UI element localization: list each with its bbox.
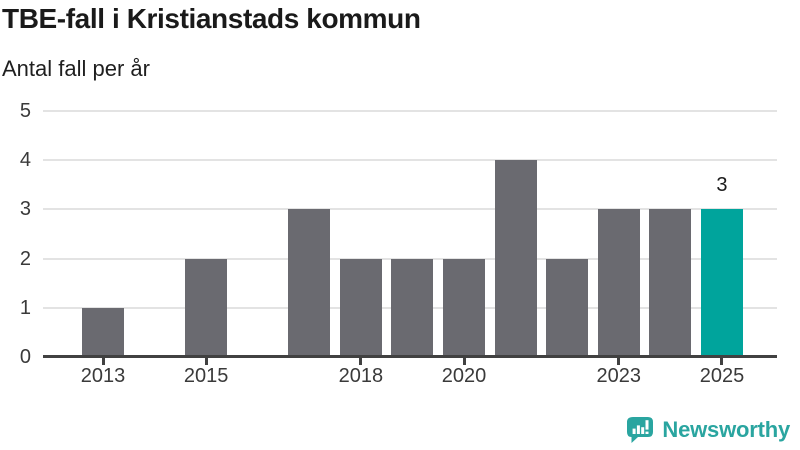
gridline [43, 159, 777, 162]
x-axis-label: 2015 [183, 365, 229, 387]
x-axis-tick [101, 358, 105, 365]
y-axis-label: 2 [19, 247, 31, 270]
x-axis-tick [204, 358, 208, 365]
x-axis-label: 2013 [80, 365, 126, 387]
bar-2025 [700, 209, 743, 357]
y-axis-label: 4 [19, 149, 31, 172]
bar-chart-speech-bubble-icon [625, 415, 655, 445]
x-axis-label: 2023 [596, 365, 642, 387]
plot-area: 0 1 2 3 4 5 2013 2015 2018 2020 2023 2025 3 [20, 101, 777, 387]
brand-name: Newsworthy [662, 417, 790, 442]
x-axis-label: 2018 [338, 365, 384, 387]
x-axis-label: 2020 [441, 365, 487, 387]
y-axis-label: 0 [19, 346, 31, 368]
x-axis-tick [359, 358, 363, 365]
newsworthy-logo: Newsworthy [625, 415, 790, 445]
bar-2020 [443, 258, 486, 357]
bar-2013 [82, 307, 124, 357]
gridline [43, 110, 777, 112]
y-axis-label: 3 [19, 198, 31, 221]
x-axis-tick [462, 358, 466, 365]
chart-title: TBE-fall i Kristianstads kommun [2, 3, 421, 34]
chart-subtitle: Antal fall per år [2, 56, 150, 81]
bar-2021 [494, 160, 537, 357]
x-axis-tick [720, 358, 724, 365]
bar-2017 [288, 209, 331, 357]
bar-2024 [649, 209, 692, 357]
y-axis-label: 1 [19, 296, 31, 319]
bar-2019 [391, 258, 434, 357]
bar-2018 [339, 258, 382, 357]
x-axis-line [43, 355, 777, 358]
gridline [43, 208, 777, 211]
value-label: 3 [716, 174, 728, 197]
bar-2023 [597, 209, 640, 357]
bar-2022 [546, 258, 589, 357]
bar-2015 [185, 258, 228, 357]
x-axis-label: 2025 [699, 365, 745, 387]
y-axis-label: 5 [19, 100, 31, 122]
x-axis-tick [617, 358, 621, 365]
